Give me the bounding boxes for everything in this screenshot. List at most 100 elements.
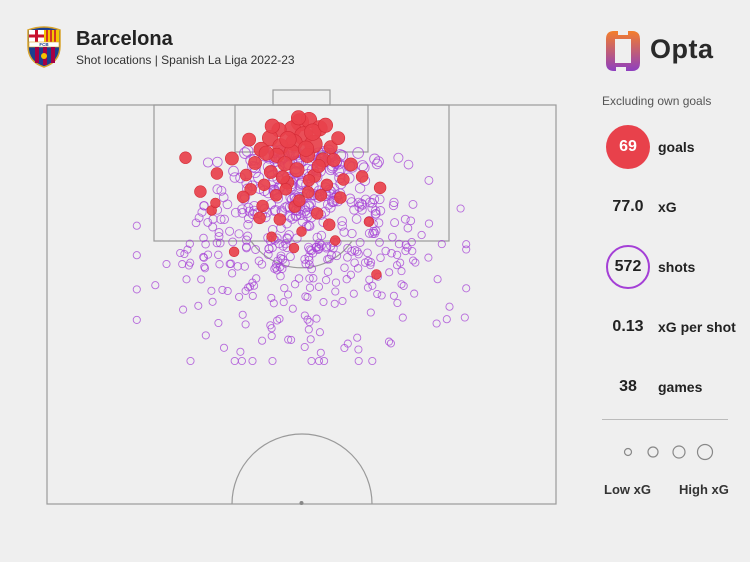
goal-marker: [290, 110, 306, 126]
shot-marker: [460, 313, 469, 322]
shot-marker: [347, 228, 357, 239]
shot-marker: [264, 244, 274, 254]
goal-marker: [311, 207, 324, 220]
shot-marker: [267, 293, 276, 302]
goal-marker: [273, 213, 286, 226]
shot-marker: [228, 237, 238, 247]
goal-marker: [311, 159, 326, 173]
shot-marker: [274, 238, 284, 249]
shot-marker: [392, 261, 402, 270]
penalty-arc: [250, 240, 353, 269]
shot-marker: [178, 260, 187, 269]
shot-marker: [349, 204, 360, 215]
shot-marker: [346, 197, 357, 208]
shot-marker: [279, 298, 288, 307]
shot-marker: [200, 262, 209, 271]
shot-marker: [292, 233, 302, 244]
shot-marker: [354, 356, 363, 366]
xg-per-shot-value: 0.13: [612, 318, 644, 335]
shot-marker: [276, 251, 286, 261]
shot-marker: [363, 283, 372, 292]
shot-marker: [201, 239, 210, 249]
shot-marker: [243, 220, 253, 230]
shot-marker: [367, 203, 378, 213]
opta-logo-icon: [606, 27, 640, 75]
shot-marker: [462, 245, 471, 254]
shot-marker: [374, 218, 384, 228]
shot-marker: [287, 213, 298, 224]
shot-marker: [272, 266, 282, 275]
stat-goals: 69 goals: [602, 125, 742, 169]
goal-marker: [275, 170, 290, 185]
shot-marker: [248, 291, 257, 300]
shot-marker: [132, 285, 141, 294]
goal-marker: [296, 226, 307, 237]
shot-marker: [462, 240, 471, 249]
shot-marker: [403, 159, 414, 170]
goal-marker: [179, 151, 192, 164]
shot-marker: [237, 208, 248, 218]
shot-marker: [186, 356, 195, 366]
xg-value: 77.0: [612, 198, 644, 215]
shot-marker: [370, 206, 381, 216]
shot-marker: [194, 301, 203, 310]
shot-marker: [373, 289, 382, 299]
xg-size-legend: [623, 443, 714, 461]
shot-marker: [377, 291, 386, 300]
shot-marker: [340, 263, 349, 272]
shot-marker: [314, 282, 324, 291]
shot-marker: [241, 320, 250, 329]
goal-marker: [244, 183, 257, 196]
shot-marker: [401, 240, 410, 250]
shot-marker: [300, 311, 309, 320]
shot-marker: [280, 283, 289, 293]
shot-marker: [132, 251, 141, 260]
shot-marker: [240, 262, 249, 271]
shot-marker: [305, 260, 314, 270]
goal-marker: [279, 131, 297, 149]
shot-marker: [194, 213, 204, 223]
shot-marker: [315, 328, 324, 337]
shot-marker: [456, 204, 465, 213]
crest-text: FCB: [39, 42, 49, 47]
shot-marker: [290, 280, 300, 289]
shot-marker: [199, 200, 209, 211]
goal-marker: [355, 170, 369, 183]
shot-marker: [324, 254, 334, 264]
shot-marker: [337, 221, 347, 231]
shot-marker: [357, 199, 368, 210]
legend-low-label: Low xG: [604, 482, 651, 497]
shot-marker: [223, 286, 232, 296]
shot-marker: [397, 280, 406, 289]
shot-marker: [375, 238, 384, 247]
shot-marker: [360, 194, 371, 205]
shot-marker: [132, 315, 141, 324]
shot-marker: [364, 228, 374, 238]
pitch-shot-map: [46, 89, 557, 505]
shot-marker: [399, 281, 408, 290]
shot-marker: [364, 256, 373, 266]
goals-layer: [179, 110, 387, 280]
goal-marker: [236, 190, 250, 204]
shot-marker: [287, 335, 296, 344]
shot-marker: [316, 240, 327, 250]
shots-label: shots: [658, 259, 696, 275]
goal-marker: [289, 162, 305, 178]
shot-marker: [393, 152, 404, 163]
shot-marker: [300, 254, 310, 264]
shot-marker: [312, 314, 321, 323]
shot-marker: [406, 216, 416, 226]
shot-marker: [276, 254, 286, 263]
shot-marker: [238, 310, 247, 319]
goal-marker: [302, 186, 315, 199]
shot-marker: [241, 286, 250, 295]
legend-circle-xs: [623, 447, 633, 457]
goals-label: goals: [658, 139, 695, 155]
shot-marker: [388, 232, 397, 242]
shot-marker: [376, 253, 385, 262]
shot-marker: [281, 239, 291, 249]
goal-marker: [337, 173, 350, 186]
goal-marker: [257, 178, 271, 192]
goal: [272, 89, 331, 106]
shot-marker: [186, 258, 195, 267]
